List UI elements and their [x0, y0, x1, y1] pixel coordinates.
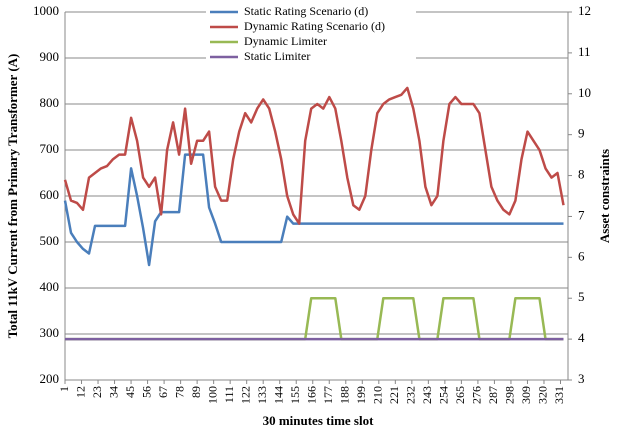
y-tick-label: 400 [40, 279, 60, 294]
x-tick-label: 298 [503, 386, 517, 404]
x-tick-label: 177 [321, 386, 335, 404]
y2-tick-label: 5 [578, 289, 585, 304]
x-tick-label: 276 [470, 386, 484, 404]
y2-tick-label: 11 [578, 44, 591, 59]
x-tick-label: 89 [189, 386, 203, 398]
y2-tick-label: 12 [578, 3, 591, 18]
y-tick-label: 600 [40, 187, 60, 202]
x-tick-label: 144 [271, 386, 285, 404]
x-tick-label: 100 [205, 386, 219, 404]
x-tick-label: 265 [453, 386, 467, 404]
series-line [63, 86, 565, 225]
x-axis-label: 30 minutes time slot [263, 413, 375, 428]
y2-tick-label: 8 [578, 167, 585, 182]
y-tick-label: 500 [40, 233, 60, 248]
x-tick-label: 287 [486, 386, 500, 404]
y2-axis-label: Asset constraints [597, 149, 612, 243]
y2-tick-label: 3 [578, 371, 585, 386]
legend-label: Static Rating Scenario (d) [244, 4, 368, 18]
x-tick-label: 67 [156, 386, 170, 398]
x-tick-label: 254 [437, 386, 451, 404]
x-tick-label: 309 [519, 386, 533, 404]
x-tick-label: 122 [238, 386, 252, 404]
y-tick-label: 900 [40, 49, 60, 64]
x-tick-label: 320 [536, 386, 550, 404]
y-axis-label: Total 11kV Current from Primary Transfor… [5, 54, 20, 339]
x-tick-label: 56 [139, 386, 153, 398]
y-tick-label: 1000 [33, 3, 59, 18]
x-tick-label: 45 [123, 386, 137, 398]
legend-box [206, 4, 416, 68]
x-tick-label: 199 [354, 386, 368, 404]
x-tick-label: 210 [371, 386, 385, 404]
y-tick-label: 700 [40, 141, 60, 156]
x-tick-label: 23 [90, 386, 104, 398]
x-tick-label: 166 [304, 386, 318, 404]
x-tick-label: 12 [73, 386, 87, 398]
x-tick-label: 331 [552, 386, 566, 404]
x-tick-label: 221 [387, 386, 401, 404]
x-tick-label: 133 [255, 386, 269, 404]
legend-label: Dynamic Limiter [244, 34, 327, 48]
legend-label: Static Limiter [244, 49, 310, 63]
legend-label: Dynamic Rating Scenario (d) [244, 19, 385, 33]
x-tick-label: 78 [172, 386, 186, 398]
series-line [65, 296, 564, 341]
y2-tick-label: 6 [578, 248, 585, 263]
x-tick-label: 34 [106, 386, 120, 398]
y2-tick-label: 4 [578, 330, 585, 345]
y2-tick-label: 7 [578, 207, 585, 222]
series-line [63, 153, 564, 267]
y-tick-label: 800 [40, 95, 60, 110]
x-tick-label: 111 [222, 386, 236, 403]
y-tick-label: 300 [40, 325, 60, 340]
y2-tick-label: 10 [578, 85, 591, 100]
x-tick-label: 155 [288, 386, 302, 404]
x-tick-label: 232 [404, 386, 418, 404]
y2-tick-label: 9 [578, 126, 585, 141]
x-tick-label: 1 [57, 386, 71, 392]
y-tick-label: 200 [40, 371, 60, 386]
x-tick-label: 188 [338, 386, 352, 404]
x-tick-label: 243 [420, 386, 434, 404]
